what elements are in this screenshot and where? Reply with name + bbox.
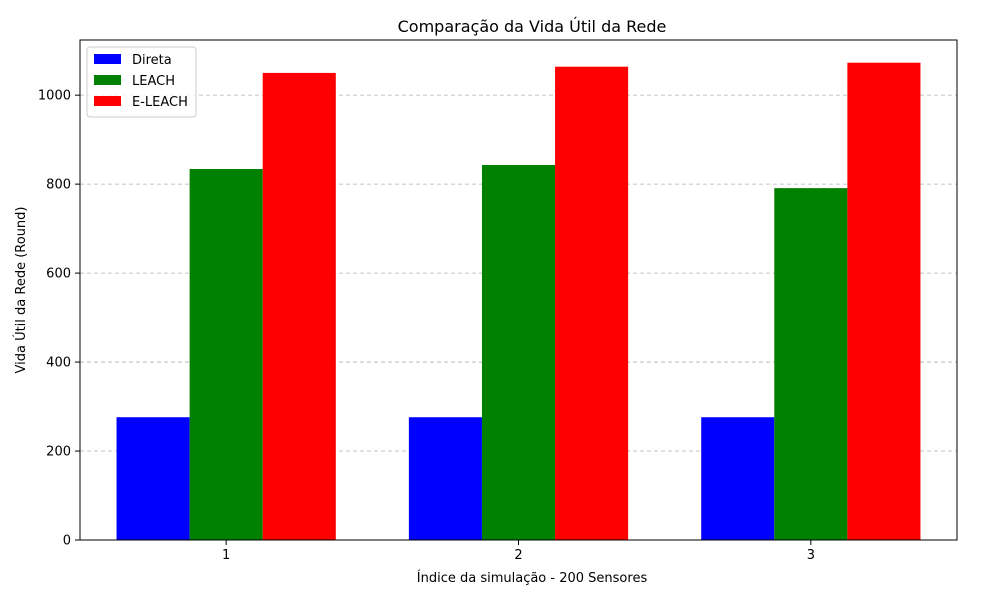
bar-leach-3 [774, 188, 848, 541]
bar-e-leach-3 [847, 62, 921, 541]
legend-label-e-leach: E-LEACH [132, 95, 188, 110]
x-tick-label: 2 [514, 548, 522, 563]
y-tick-label: 0 [63, 534, 71, 549]
chart-title: Comparação da Vida Útil da Rede [398, 17, 667, 36]
legend-label-direta: Direta [132, 53, 172, 68]
x-axis-ticks: 1 2 3 [222, 540, 815, 563]
bar-e-leach-2 [555, 66, 629, 540]
legend-swatch-leach [94, 75, 121, 85]
legend: Direta LEACH E-LEACH [86, 46, 197, 118]
y-tick-label: 400 [46, 356, 71, 371]
y-axis-label: Vida Útil da Rede (Round) [13, 207, 29, 374]
bar-e-leach-1 [262, 72, 336, 540]
y-tick-label: 200 [46, 445, 71, 460]
legend-label-leach: LEACH [132, 74, 175, 89]
y-axis-ticks: 0 200 400 600 800 1000 [38, 89, 80, 549]
bar-direta-3 [701, 417, 775, 540]
x-tick-label: 3 [807, 548, 815, 563]
y-tick-label: 600 [46, 267, 71, 282]
bar-direta-2 [408, 417, 482, 540]
bar-leach-1 [189, 169, 263, 541]
bar-direta-1 [116, 417, 190, 540]
x-tick-label: 1 [222, 548, 230, 563]
bars [116, 62, 921, 541]
x-axis-label: Índice da simulação - 200 Sensores [417, 570, 648, 586]
legend-swatch-direta [94, 54, 121, 64]
y-tick-label: 1000 [38, 89, 71, 104]
bar-leach-2 [481, 165, 556, 540]
legend-swatch-e-leach [94, 96, 121, 106]
y-tick-label: 800 [46, 178, 71, 193]
